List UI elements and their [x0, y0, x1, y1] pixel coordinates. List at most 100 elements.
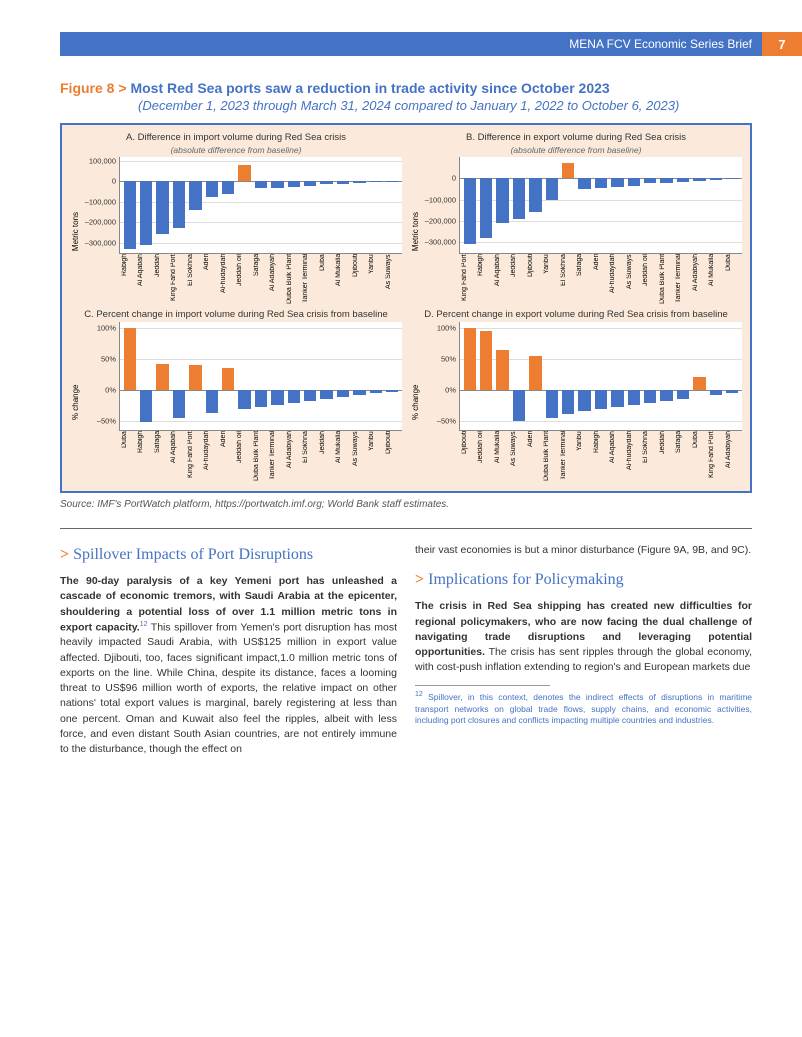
bars-group	[122, 157, 400, 253]
bar	[611, 178, 623, 187]
footnote-text: Spillover, in this context, denotes the …	[415, 692, 752, 725]
bar	[595, 178, 607, 188]
bar	[370, 390, 382, 393]
yticks: 0–100,000–200,000–300,000	[422, 157, 458, 253]
bar	[464, 328, 476, 390]
right-column: their vast economies is but a minor dist…	[415, 543, 752, 767]
xtick-label: Yanbu	[368, 254, 383, 306]
bar-column	[138, 322, 153, 430]
ytick-label: 0%	[105, 385, 116, 394]
bar-column	[155, 157, 170, 253]
xtick-label: King Fahd Port	[708, 431, 723, 483]
xtick-label: Al Adabiyah	[269, 254, 284, 306]
ytick-label: 100,000	[89, 156, 116, 165]
bar-column	[352, 157, 367, 253]
bar	[337, 181, 349, 183]
bar	[660, 178, 672, 183]
bar-column	[626, 322, 641, 430]
bar	[513, 178, 525, 219]
bar-column	[692, 157, 707, 253]
xtick-label: Duba	[692, 431, 707, 483]
bar	[124, 328, 136, 390]
bar-column	[725, 322, 740, 430]
bar-column	[708, 157, 723, 253]
xtick-label: Jeddah	[659, 431, 674, 483]
ytick-label: –50%	[437, 416, 456, 425]
ytick-label: 100%	[437, 323, 456, 332]
xtick-label: Yanbu	[576, 431, 591, 483]
figure-title-row: Figure 8 > Most Red Sea ports saw a redu…	[60, 80, 752, 96]
ytick-label: 0	[452, 174, 456, 183]
bar-column	[138, 157, 153, 253]
bar-column	[335, 322, 350, 430]
section-heading-implications: >Implications for Policymaking	[415, 568, 752, 591]
bar-column	[204, 322, 219, 430]
xtick-label: Tanker Terminal	[269, 431, 284, 483]
bar	[353, 181, 365, 183]
footnote-divider	[415, 685, 550, 686]
plot-area: 100%50%0%–50%	[459, 322, 742, 431]
figure-number: Figure 8	[60, 80, 114, 96]
header-series: MENA FCV Economic Series Brief	[569, 37, 752, 51]
bar-column	[626, 157, 641, 253]
xtick-label: Jeddah	[154, 254, 169, 306]
xtick-label: Rabigh	[137, 431, 152, 483]
xtick-label: Safaga	[253, 254, 268, 306]
bar-column	[122, 157, 137, 253]
bars-group	[122, 322, 400, 430]
xtick-label: Jeddah oil	[642, 254, 657, 306]
bar	[464, 178, 476, 244]
paragraph: their vast economies is but a minor dist…	[415, 543, 752, 558]
bar	[496, 178, 508, 223]
xtick-label: Duba Bulk Plant	[659, 254, 674, 306]
xtick-label: Jeddah oil	[236, 254, 251, 306]
ytick-label: –100,000	[425, 195, 456, 204]
bar	[206, 181, 218, 196]
ytick-label: 0%	[445, 385, 456, 394]
xtick-label: Aden	[203, 254, 218, 306]
bar	[710, 178, 722, 180]
bar	[611, 390, 623, 407]
bar-column	[335, 157, 350, 253]
bar-column	[577, 157, 592, 253]
xtick-label: As Suways	[626, 254, 641, 306]
bars-group	[462, 322, 740, 430]
bar-column	[725, 157, 740, 253]
xlabels: DubaRabighSafagaAl AqabahKing Fahd PortA…	[119, 431, 402, 483]
bar-column	[237, 322, 252, 430]
xtick-label: Al Aqabah	[170, 431, 185, 483]
xtick-label: Al Adabiyah	[286, 431, 301, 483]
plot-area: 100%50%0%–50%	[119, 322, 402, 431]
bar-column	[319, 322, 334, 430]
xtick-label: El Sokhna	[642, 431, 657, 483]
xtick-label: El Sokhna	[560, 254, 575, 306]
bar-column	[286, 157, 301, 253]
bar	[726, 390, 738, 393]
bar	[271, 390, 283, 405]
footnote: 12 Spillover, in this context, denotes t…	[415, 690, 752, 726]
bar	[124, 181, 136, 248]
bar-column	[495, 157, 510, 253]
bar	[304, 181, 316, 186]
bar	[189, 181, 201, 210]
bar-column	[610, 322, 625, 430]
xtick-label: Al-hudaydah	[203, 431, 218, 483]
bar-column	[593, 322, 608, 430]
bar-column	[692, 322, 707, 430]
xtick-label: Al Aqabah	[494, 254, 509, 306]
left-column: >Spillover Impacts of Port Disruptions T…	[60, 543, 397, 767]
xtick-label: Al-hudaydah	[609, 254, 624, 306]
y-axis-label: Metric tons	[70, 157, 81, 306]
xtick-label: Aden	[220, 431, 235, 483]
y-axis-label: % change	[70, 322, 81, 483]
bar	[320, 390, 332, 399]
bar	[288, 181, 300, 187]
bar-column	[593, 157, 608, 253]
bar	[304, 390, 316, 401]
chevron-right-icon: >	[415, 571, 424, 588]
bar-column	[544, 157, 559, 253]
bar	[628, 178, 640, 185]
xtick-label: Jeddah oil	[477, 431, 492, 483]
body-text: This spillover from Yemen's port disrupt…	[60, 621, 397, 755]
bar	[660, 390, 672, 401]
